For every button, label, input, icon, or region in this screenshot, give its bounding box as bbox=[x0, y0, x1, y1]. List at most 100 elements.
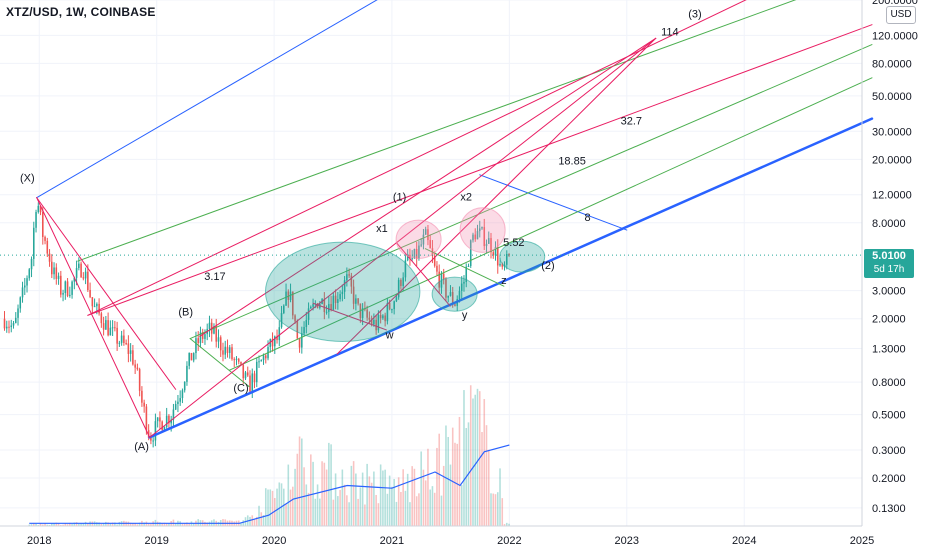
volume-bar bbox=[420, 451, 422, 526]
candle-body bbox=[292, 291, 294, 316]
candle-body bbox=[240, 361, 242, 365]
candle-body bbox=[350, 275, 353, 287]
volume-bar bbox=[352, 461, 355, 526]
volume-bar bbox=[357, 498, 359, 526]
candle-body bbox=[436, 265, 438, 272]
volume-bar bbox=[393, 478, 395, 526]
wave-label: (B) bbox=[178, 306, 193, 318]
candle-body bbox=[152, 440, 154, 442]
red-line-1 bbox=[87, 0, 747, 316]
wave-label: (C) bbox=[233, 382, 248, 394]
volume-bar bbox=[458, 416, 461, 526]
volume-bar bbox=[107, 522, 109, 526]
volume-bar bbox=[294, 468, 296, 526]
volume-bar bbox=[136, 524, 139, 526]
volume-bar bbox=[314, 498, 317, 526]
volume-bar bbox=[264, 488, 267, 526]
volume-bar bbox=[82, 523, 85, 526]
green-line-3 bbox=[228, 77, 873, 371]
x-tick-label: 2018 bbox=[27, 535, 51, 547]
candle-body bbox=[172, 409, 175, 420]
volume-bar bbox=[355, 473, 357, 526]
volume-bar bbox=[204, 521, 206, 526]
volume-bar bbox=[422, 469, 425, 526]
candle-body bbox=[141, 390, 143, 403]
volume-bar bbox=[296, 453, 299, 526]
candle-body bbox=[283, 305, 285, 314]
candle-body bbox=[129, 350, 132, 354]
candle-body bbox=[60, 275, 62, 295]
volume-bar bbox=[134, 523, 136, 526]
candle-body bbox=[100, 313, 103, 324]
volume-bar bbox=[161, 522, 163, 526]
volume-bar bbox=[102, 523, 105, 526]
candle-body bbox=[328, 304, 330, 312]
volume-bar bbox=[388, 475, 391, 526]
currency-badge[interactable]: USD bbox=[886, 6, 916, 24]
volume-bar bbox=[224, 519, 227, 526]
candle-body bbox=[395, 297, 398, 302]
volume-bar bbox=[494, 494, 497, 526]
y-tick-label: 3.0000 bbox=[872, 286, 906, 298]
volume-bar bbox=[64, 523, 67, 526]
volume-bar bbox=[174, 523, 177, 526]
candle-body bbox=[404, 260, 407, 278]
candle-body bbox=[451, 292, 454, 305]
volume-bar bbox=[150, 524, 152, 526]
candle-body bbox=[303, 327, 305, 334]
x-tick-label: 2023 bbox=[615, 535, 639, 547]
blue-channel-base bbox=[148, 117, 874, 439]
volume-bar bbox=[84, 521, 87, 526]
volume-bar bbox=[384, 469, 386, 526]
candle-body bbox=[368, 317, 371, 320]
candle-body bbox=[118, 342, 121, 344]
candle-body bbox=[262, 355, 265, 361]
candle-body bbox=[19, 297, 22, 309]
candle-body bbox=[165, 415, 168, 428]
volume-bar bbox=[375, 494, 377, 526]
x-tick-label: 2020 bbox=[262, 535, 286, 547]
candle-body bbox=[42, 212, 44, 237]
candle-body bbox=[334, 295, 337, 303]
candle-body bbox=[370, 319, 373, 325]
volume-bar bbox=[361, 472, 364, 526]
candle-body bbox=[8, 326, 10, 328]
y-tick-label: 120.0000 bbox=[872, 30, 918, 42]
volume-bar bbox=[80, 523, 82, 526]
volume-bar bbox=[53, 523, 55, 526]
candle-body bbox=[276, 336, 278, 341]
volume-bar bbox=[298, 436, 301, 526]
candle-body bbox=[323, 299, 326, 313]
y-tick-label: 200.0000 bbox=[872, 0, 918, 7]
candle-body bbox=[71, 281, 73, 295]
volume-bar bbox=[438, 433, 440, 526]
candle-body bbox=[179, 398, 181, 402]
candle-body bbox=[44, 236, 46, 241]
candle-body bbox=[420, 244, 422, 246]
wave-label: 32.7 bbox=[621, 116, 642, 128]
candle-body bbox=[355, 298, 357, 304]
volume-bar bbox=[213, 519, 215, 526]
red-xb-line bbox=[36, 197, 177, 390]
candle-body bbox=[138, 369, 141, 391]
volume-bar bbox=[474, 394, 477, 526]
wave-label: 8 bbox=[584, 212, 590, 224]
volume-bar bbox=[386, 493, 389, 526]
wave-label: (2) bbox=[541, 260, 554, 272]
candle-body bbox=[204, 334, 206, 339]
volume-bar bbox=[391, 486, 393, 526]
volume-bar bbox=[181, 523, 184, 526]
volume-bar bbox=[267, 489, 269, 526]
y-tick-label: 8.0000 bbox=[872, 218, 906, 230]
candle-body bbox=[255, 361, 258, 383]
volume-bar bbox=[382, 470, 384, 526]
volume-bar bbox=[188, 523, 190, 526]
volume-bar bbox=[350, 465, 353, 526]
volume-bar bbox=[400, 491, 402, 526]
candle-body bbox=[406, 254, 409, 261]
candle-body bbox=[447, 295, 450, 298]
candle-body bbox=[12, 322, 15, 326]
candle-body bbox=[75, 268, 78, 278]
candle-body bbox=[23, 285, 26, 288]
